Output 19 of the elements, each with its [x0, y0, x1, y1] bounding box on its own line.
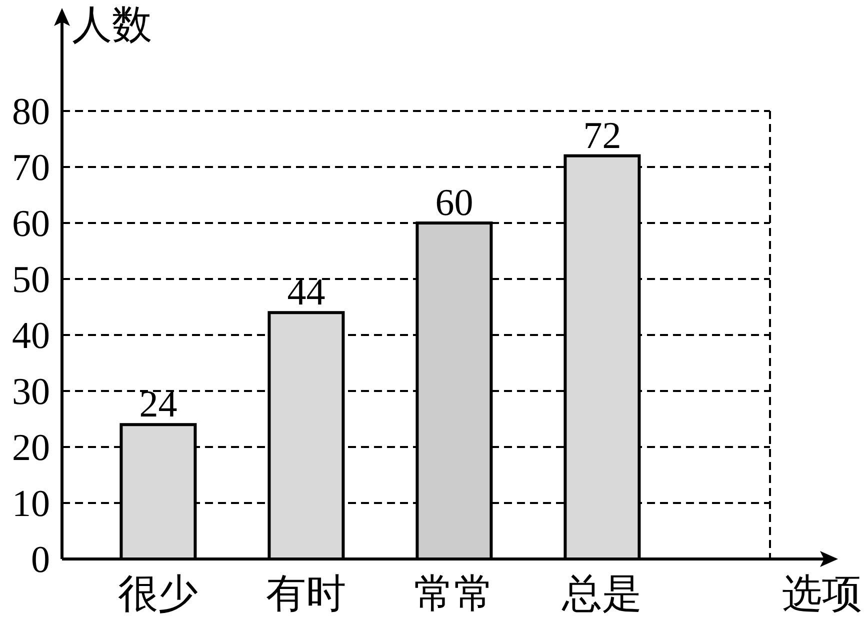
y-tick-label: 30: [12, 371, 50, 413]
y-tick-label: 70: [12, 147, 50, 189]
data-label: 60: [435, 182, 474, 224]
y-tick-label: 40: [12, 315, 50, 357]
y-tick-label: 80: [12, 91, 50, 133]
y-axis-title: 人数: [72, 2, 152, 47]
y-tick-label: 10: [12, 483, 50, 525]
y-tick-label: 20: [12, 427, 50, 469]
x-tick-label: 有时: [266, 571, 346, 616]
y-tick-label: 50: [12, 259, 50, 301]
x-tick-label: 常常: [414, 571, 494, 616]
y-tick-label: 0: [31, 539, 50, 581]
data-label: 44: [287, 272, 326, 314]
data-label: 72: [583, 114, 622, 157]
x-tick-label: 很少: [118, 571, 198, 616]
y-tick-label: 60: [12, 203, 50, 245]
x-axis-title: 选项: [782, 571, 862, 616]
x-tick-label: 总是: [561, 571, 642, 616]
data-label: 24: [139, 384, 178, 426]
